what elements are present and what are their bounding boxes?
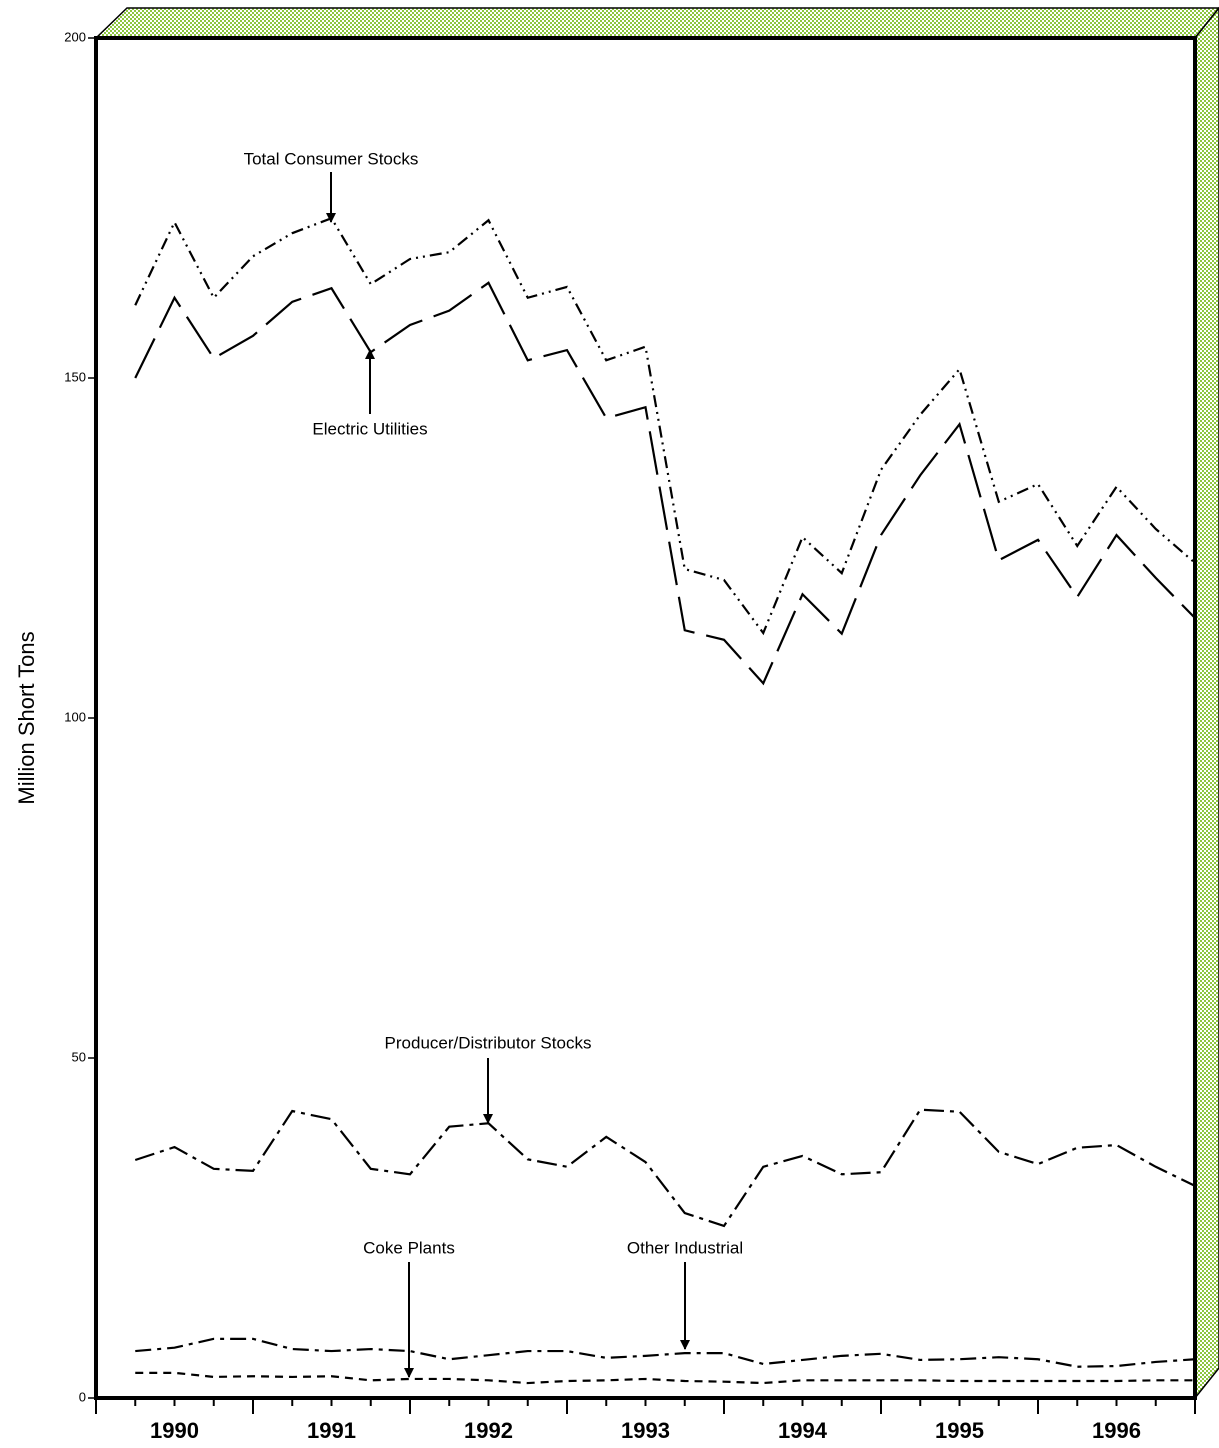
legend-label: Total Consumer Stocks — [244, 149, 419, 168]
series-line — [134, 281, 1196, 686]
legend-label: Coke Plants — [363, 1238, 455, 1257]
y-tick-label: 200 — [64, 29, 86, 44]
x-tick-label: 1995 — [935, 1418, 984, 1443]
x-tick-label: 1990 — [150, 1418, 199, 1443]
series-line — [134, 216, 1196, 636]
x-tick-label: 1991 — [307, 1418, 356, 1443]
series-line — [134, 1108, 1196, 1228]
y-tick-label: 50 — [72, 1049, 86, 1064]
legend-label: Other Industrial — [627, 1238, 743, 1257]
series-line — [135, 1337, 1196, 1368]
x-tick-label: 1996 — [1092, 1418, 1141, 1443]
frame-top — [94, 7, 1219, 39]
x-tick-label: 1993 — [621, 1418, 670, 1443]
y-tick-label: 100 — [64, 709, 86, 724]
frame-right — [1194, 6, 1219, 1401]
plot-area — [94, 36, 1197, 1400]
y-tick-label: 0 — [79, 1389, 86, 1404]
legend-label: Producer/Distributor Stocks — [385, 1033, 592, 1052]
x-tick-label: 1992 — [464, 1418, 513, 1443]
legend-label: Electric Utilities — [312, 419, 427, 438]
series-line — [135, 1371, 1195, 1385]
y-tick-label: 150 — [64, 369, 86, 384]
x-tick-label: 1994 — [778, 1418, 828, 1443]
y-axis-label: Million Short Tons — [14, 631, 39, 804]
